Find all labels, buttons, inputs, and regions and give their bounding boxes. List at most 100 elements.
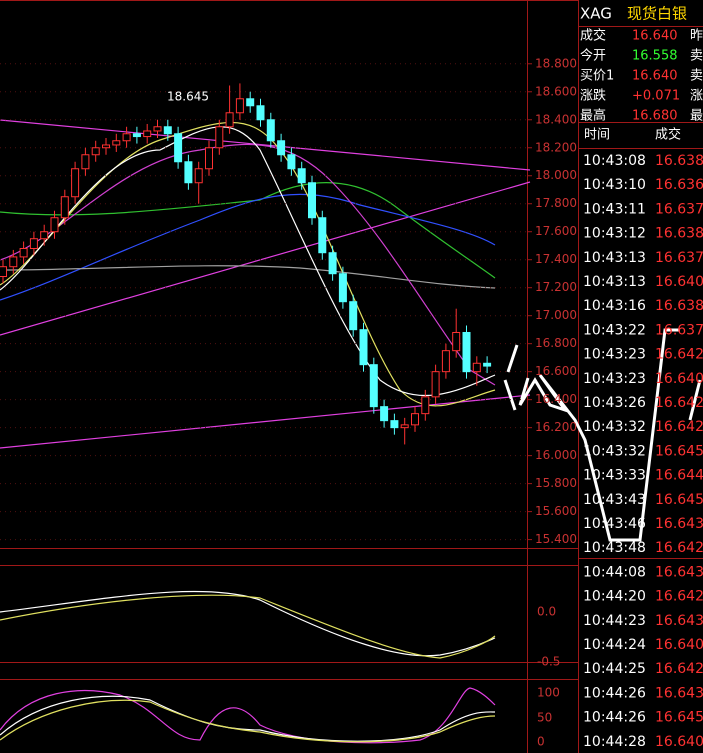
candle-body [297,168,306,184]
candle-body [400,424,409,429]
y-tick-label: 17.000 [535,308,577,322]
candle-body [205,147,213,170]
drawn-arrows [503,328,702,542]
y-tick-label: 17.800 [535,196,577,210]
candle-body [349,301,358,331]
candle-body [112,140,121,146]
tick-price: 16.643 [655,613,703,629]
candle-body [266,119,275,142]
tick-time: 10:43:11 [583,201,646,217]
tick-price: 16.645 [655,492,703,508]
candle-body [215,126,224,149]
y-tick-label: 16.000 [535,448,577,462]
quote-value: 16.680 [632,109,678,124]
tick-price: 16.636 [655,177,703,193]
candle-body [153,126,162,132]
candle-body [225,112,234,128]
tick-price: 16.642 [655,395,703,411]
candle-body [50,217,59,233]
tick-time: 10:43:13 [583,250,646,266]
symbol: XAG [580,5,612,23]
macd-label: -0.5 [537,655,560,669]
candle-body [390,420,399,429]
tick-time: 10:43:12 [583,226,646,242]
y-tick-label: 16.400 [535,392,577,406]
tick-price: 16.638 [655,298,703,314]
y-tick-label: 18.400 [535,112,577,126]
indicator-lines [0,119,531,744]
quote-label: 昨 [690,29,703,44]
candle-body [29,238,38,250]
tick-time: 10:44:28 [583,734,646,750]
kdj-label: 50 [537,711,552,725]
candle-body [81,154,90,170]
quote-label: 买价1 [580,69,614,84]
candle-body [235,98,244,114]
tick-price: 16.642 [655,661,703,677]
tick-price: 16.640 [655,734,703,750]
tick-time: 10:43:08 [583,153,646,169]
y-tick-label: 17.400 [535,252,577,266]
candle-body [308,182,316,219]
tick-price: 16.642 [655,419,703,435]
candle-body [122,133,131,142]
candle-body [60,196,69,219]
tick-price: 16.640 [655,637,703,653]
tick-price: 16.645 [655,710,703,726]
y-tick-label: 17.200 [535,280,577,294]
tick-time: 10:44:24 [583,637,646,653]
tick-time: 10:44:26 [583,685,646,701]
tick-price: 16.643 [655,685,703,701]
tick-price: 16.642 [655,589,703,605]
macd-label: 0.0 [537,605,556,619]
tick-header: 时间 [584,128,610,143]
tick-time: 10:43:10 [583,177,646,193]
tick-price: 16.638 [655,153,703,169]
tick-time: 10:44:26 [583,710,646,726]
candle-body [277,140,286,156]
quote-label: 最高 [580,108,606,124]
quote-label: 涨 [690,89,703,104]
candle-body [441,350,450,373]
tick-time: 10:44:25 [583,661,646,677]
quote-label: 今开 [580,48,606,64]
tick-price: 16.640 [655,274,703,290]
tick-time: 10:43:43 [583,492,646,508]
tick-time: 10:44:20 [583,589,646,605]
quote-value: 16.640 [632,69,678,84]
tick-time: 10:43:22 [583,322,646,338]
candle-body [9,256,18,268]
tick-price: 16.642 [655,347,703,363]
kdj-label: 100 [537,686,560,700]
candle-body [256,105,265,121]
tick-time: 10:44:08 [583,564,646,580]
quote-label: 卖 [690,49,703,64]
quote-label: 最 [690,109,703,124]
tick-time: 10:43:23 [583,371,646,387]
tick-time: 10:43:48 [583,540,646,556]
tick-price: 16.643 [655,516,703,532]
annotation: 18.645 [167,90,209,104]
candle-body [380,406,389,422]
candle-body [328,252,337,275]
y-tick-label: 15.800 [535,476,577,490]
y-tick-label: 17.600 [535,224,577,238]
tick-price: 16.642 [655,540,703,556]
tick-time: 10:43:33 [583,468,646,484]
candle-body [143,130,152,138]
quote-label: 成交 [580,28,606,44]
candle-body [411,413,419,426]
y-tick-label: 18.200 [535,140,577,154]
quote-value: 16.640 [632,29,678,44]
candle-body [359,329,368,366]
tick-header: 成交 [655,127,681,143]
candle-body [194,168,203,184]
quote-label: 卖 [690,69,703,84]
tick-time: 10:43:23 [583,347,646,363]
tick-price: 16.637 [655,201,703,217]
candle-body [163,126,172,135]
tick-price: 16.637 [655,322,703,338]
quote-value: 16.558 [632,49,678,64]
y-tick-label: 15.400 [535,532,577,546]
